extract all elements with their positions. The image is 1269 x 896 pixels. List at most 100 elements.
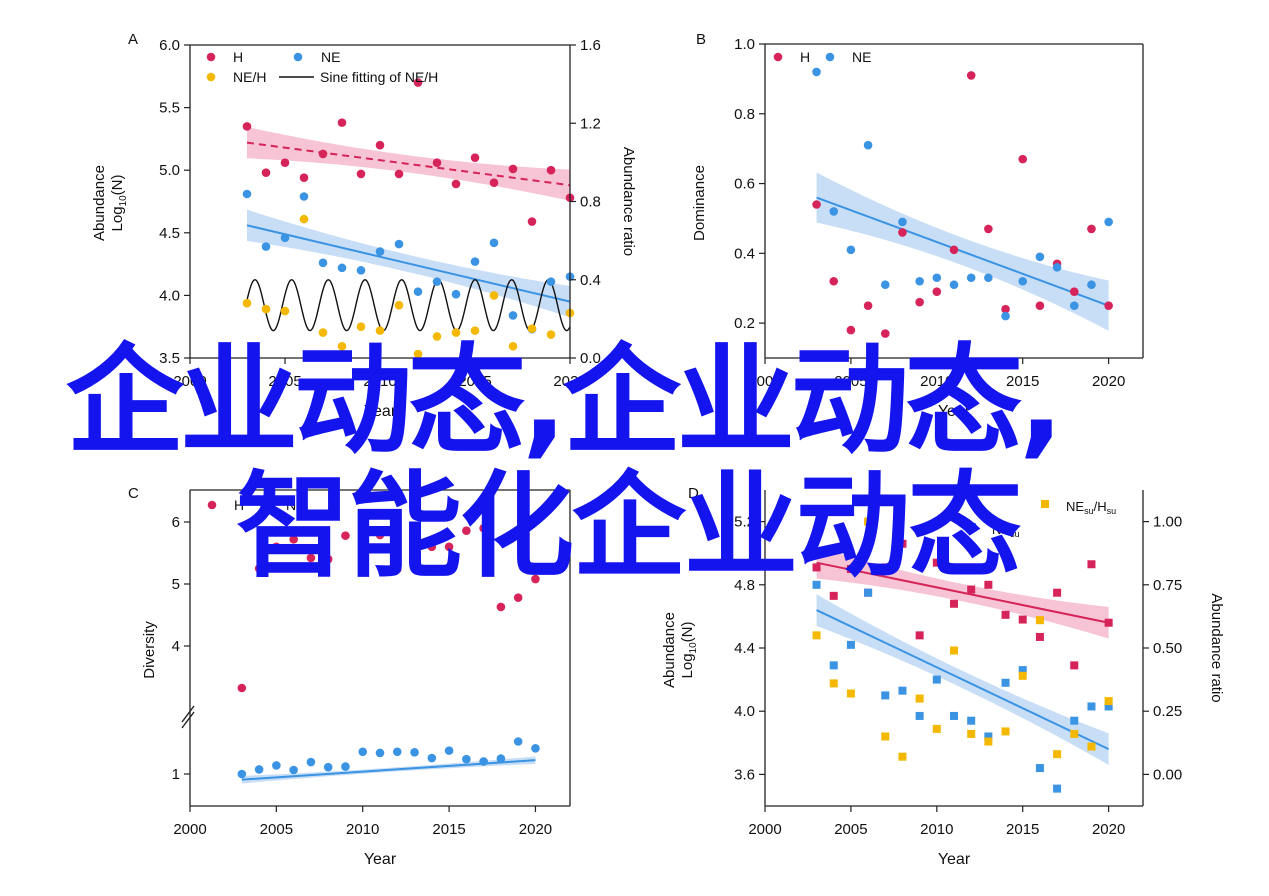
data-point-NE xyxy=(444,746,454,755)
data-point-NE xyxy=(318,258,328,268)
data-point-NE/H xyxy=(413,349,423,359)
data-point-NE xyxy=(254,765,264,774)
y2-tick-label: 0.50 xyxy=(1153,640,1182,657)
chart-panel-C: C 2000 2005 2010 2015 2020 Year 1 4 5 6 Diversity H N… xyxy=(128,485,571,868)
data-point-H xyxy=(375,530,385,540)
y-tick-label: 5.2 xyxy=(734,514,755,531)
data-point-NEsu xyxy=(967,716,976,725)
y2-axis-title: Abundance ratio xyxy=(620,147,637,256)
data-point-Hsu xyxy=(1001,610,1010,619)
legend-label-NE: NE xyxy=(286,497,305,513)
y-tick-label: 4 xyxy=(172,638,180,655)
data-point-Hsu xyxy=(984,580,993,589)
y2-tick-label: 0.8 xyxy=(580,194,601,211)
data-point-NE/H xyxy=(432,332,442,341)
x-tick-label: 2020 xyxy=(519,821,552,838)
data-point-Hsu xyxy=(812,563,821,572)
data-point-H xyxy=(470,153,480,162)
fit-line-NE xyxy=(241,759,536,781)
legend-label-H: H xyxy=(233,49,243,65)
data-point-NE xyxy=(237,769,247,779)
data-point-NEsu xyxy=(1070,716,1079,725)
data-point-Hsu xyxy=(1070,661,1079,670)
data-point-NEsu/Hsu xyxy=(950,646,958,655)
data-point-H xyxy=(341,531,350,540)
legend-label-NE: NE xyxy=(852,49,871,65)
legend: H NE xyxy=(207,497,305,513)
data-point-NE xyxy=(289,765,298,775)
data-point-NE/H xyxy=(508,341,518,351)
y-tick-label: 4.4 xyxy=(734,640,755,657)
data-point-H xyxy=(546,165,556,175)
data-point-H xyxy=(880,329,890,338)
data-point-Hsu xyxy=(1104,618,1113,627)
data-point-H xyxy=(479,523,488,533)
y2-tick-label: 0.75 xyxy=(1153,577,1182,594)
data-point-NE xyxy=(413,287,423,296)
data-point-H xyxy=(1001,304,1010,314)
panel-label: D xyxy=(688,485,699,502)
x-axis-title: Year xyxy=(938,403,971,420)
data-point-NE xyxy=(508,311,518,320)
y-axis-title: Abundance Log10(N) xyxy=(661,612,699,688)
data-point-NEsu/Hsu xyxy=(1104,697,1113,706)
y-axis-title-line-2: Log10(N) xyxy=(679,622,699,679)
x-axis-title: Year xyxy=(364,403,397,420)
data-point-NEsu xyxy=(984,732,993,741)
data-point-H xyxy=(242,122,252,131)
data-point-NEsu xyxy=(829,661,838,670)
data-point-NE xyxy=(915,276,924,286)
y-tick-label: 4.0 xyxy=(734,703,755,720)
x-tick-label: 2005 xyxy=(260,821,293,838)
data-point-NE/H xyxy=(318,328,328,337)
data-point-NE xyxy=(356,266,366,275)
data-point-H xyxy=(323,554,333,564)
legend-label-NEH: NE/H xyxy=(233,69,266,85)
y-tick-label: 4.5 xyxy=(159,225,180,242)
panel-label: B xyxy=(696,31,706,48)
data-point-NE/H xyxy=(356,322,366,332)
data-point-NEsu xyxy=(950,711,958,720)
data-point-NEsu xyxy=(864,588,873,597)
data-point-H xyxy=(863,301,873,310)
data-point-NEsu/Hsu xyxy=(1070,729,1079,738)
data-point-H xyxy=(356,169,366,179)
data-point-NE/H xyxy=(470,326,480,335)
data-point-NE xyxy=(531,744,540,753)
data-point-H xyxy=(508,164,518,174)
data-point-H xyxy=(489,178,499,188)
data-point-NE/H xyxy=(489,291,499,300)
data-point-NE/H xyxy=(527,324,537,333)
data-point-NE xyxy=(427,753,437,763)
data-point-NE xyxy=(299,192,309,201)
y-tick-label: 4.0 xyxy=(159,287,180,304)
data-point-NE/H xyxy=(261,304,271,314)
x-tick-label: 2015 xyxy=(458,373,491,390)
data-point-H xyxy=(375,140,385,150)
x-tick-label: 2000 xyxy=(748,373,781,390)
data-point-NEsu/Hsu xyxy=(1018,671,1027,680)
y-axis-title: Abundance Log10(N) xyxy=(91,165,129,241)
data-point-NE xyxy=(846,245,856,255)
y-axis-title-line-2: Log10(N) xyxy=(109,175,129,232)
data-point-H xyxy=(949,245,959,255)
fit-line-NE xyxy=(246,224,571,303)
legend-marker-H xyxy=(773,52,783,62)
data-point-NE xyxy=(392,747,402,757)
chart-panel-D: D 2000 2005 2010 2015 2020 Year 3.6 4.0 4.4 4.8 5.2… xyxy=(661,485,1225,868)
y-tick-label: 3.5 xyxy=(159,350,180,367)
data-point-NE xyxy=(462,754,471,764)
data-point-NE xyxy=(242,189,252,199)
legend-marker-NEH xyxy=(206,72,216,82)
data-point-Hsu xyxy=(829,591,838,600)
data-point-Hsu xyxy=(898,539,907,548)
axis-break-mark xyxy=(181,705,195,723)
chart-panel-A: A 2000 2005 2010 2015 2020 Year 3.5 4.0 4.5 5.0 5.5… xyxy=(91,31,637,420)
data-point-NEsu/Hsu xyxy=(1001,727,1010,736)
data-point-NEsu xyxy=(1018,666,1027,675)
data-point-NE xyxy=(280,233,290,243)
y-tick-label: 6 xyxy=(172,514,180,531)
data-point-NE xyxy=(394,239,404,249)
data-point-NEsu/Hsu xyxy=(1087,742,1096,751)
x-tick-label: 2015 xyxy=(1006,821,1039,838)
